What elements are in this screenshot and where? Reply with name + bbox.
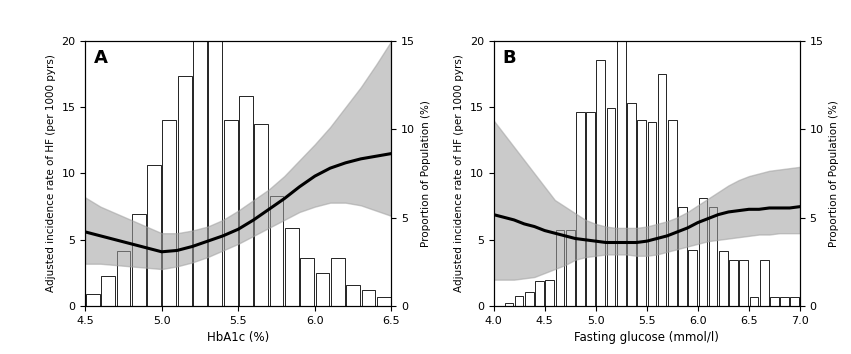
Y-axis label: Adjusted incidence rate of HF (per 1000 pyrs): Adjusted incidence rate of HF (per 1000 …	[46, 55, 55, 292]
Bar	[147, 165, 161, 306]
Bar	[285, 228, 299, 306]
Bar	[719, 251, 728, 306]
Bar	[607, 108, 615, 306]
Bar	[300, 258, 314, 306]
Text: B: B	[503, 49, 517, 67]
Text: Source: Diabetes © 2010 American Diabetes Association, Inc.: Source: Diabetes © 2010 American Diabete…	[519, 336, 842, 346]
Bar	[729, 260, 738, 306]
Bar	[658, 74, 666, 306]
Bar	[678, 207, 687, 306]
Bar	[515, 296, 523, 306]
Bar	[545, 280, 554, 306]
Bar	[627, 103, 636, 306]
Bar	[270, 196, 283, 306]
Bar	[699, 198, 707, 306]
Bar	[254, 124, 268, 306]
Bar	[535, 281, 544, 306]
Bar	[740, 260, 748, 306]
Bar	[780, 297, 789, 306]
Text: Medscape: Medscape	[7, 11, 85, 24]
Bar	[101, 276, 115, 306]
Bar	[556, 230, 564, 306]
Y-axis label: Proportion of Population (%): Proportion of Population (%)	[420, 100, 431, 247]
Bar	[566, 230, 574, 306]
Bar	[525, 292, 534, 306]
Bar	[586, 112, 595, 306]
Bar	[750, 297, 758, 306]
Bar	[688, 250, 697, 306]
Bar	[132, 214, 146, 306]
Bar	[760, 260, 768, 306]
Bar	[576, 112, 585, 306]
Bar	[770, 297, 779, 306]
Bar	[668, 120, 677, 306]
Bar	[648, 122, 656, 306]
Bar	[346, 285, 360, 306]
Bar	[331, 258, 345, 306]
Bar	[178, 76, 191, 306]
Bar	[117, 251, 130, 306]
Bar	[239, 96, 253, 306]
Bar	[316, 273, 329, 306]
Bar	[505, 303, 513, 306]
Bar	[193, 28, 207, 306]
Bar	[208, 18, 222, 306]
Bar	[597, 60, 605, 306]
Y-axis label: Proportion of Population (%): Proportion of Population (%)	[829, 100, 839, 247]
Bar	[86, 294, 100, 306]
X-axis label: HbA1c (%): HbA1c (%)	[207, 331, 270, 344]
Bar	[362, 290, 375, 306]
Bar	[709, 207, 717, 306]
Bar	[617, 0, 625, 306]
Bar	[163, 120, 176, 306]
Bar	[637, 120, 646, 306]
Bar	[791, 297, 799, 306]
Bar	[224, 120, 237, 306]
Y-axis label: Adjusted incidence rate of HF (per 1000 pyrs): Adjusted incidence rate of HF (per 1000 …	[454, 55, 464, 292]
X-axis label: Fasting glucose (mmol/l): Fasting glucose (mmol/l)	[574, 331, 719, 344]
Text: A: A	[94, 49, 108, 67]
Bar	[377, 297, 391, 306]
